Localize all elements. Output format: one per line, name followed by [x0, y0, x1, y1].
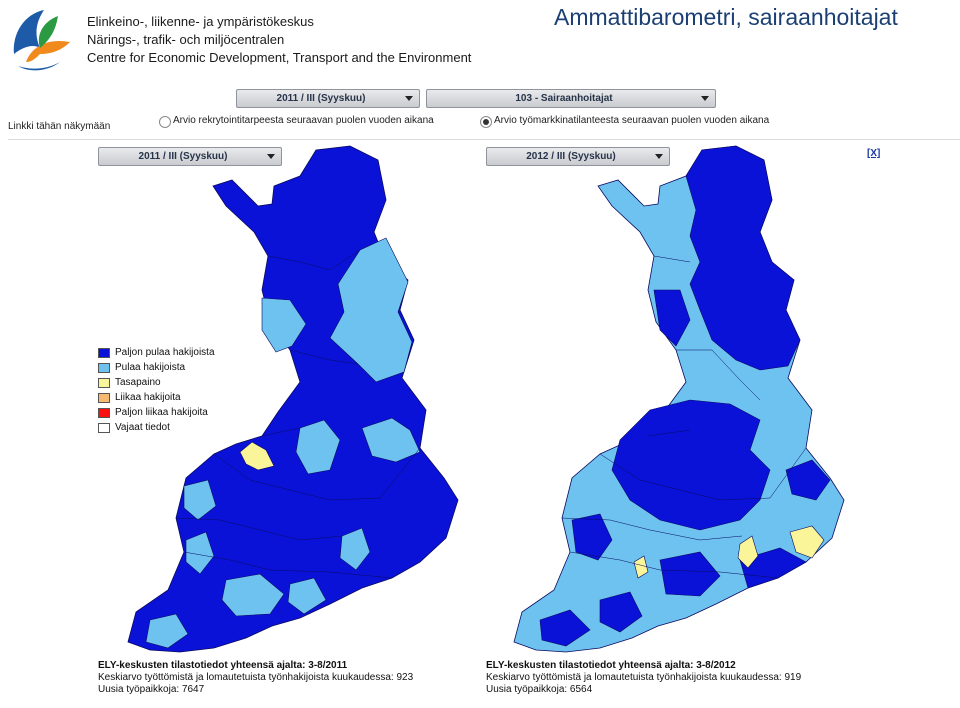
org-name-sv: Närings-, trafik- och miljöcentralen [87, 32, 285, 47]
legend-label: Paljon pulaa hakijoista [115, 347, 215, 358]
radio-recruitment-need-label: Arvio rekrytointitarpeesta seuraavan puo… [173, 115, 434, 126]
legend-label: Paljon liikaa hakijoita [115, 407, 208, 418]
occupation-select-value: 103 - Sairaanhoitajat [515, 93, 613, 104]
legend-item: Pulaa hakijoista [98, 360, 215, 375]
legend-label: Vajaat tiedot [115, 422, 170, 433]
legend-item: Vajaat tiedot [98, 420, 215, 435]
legend-swatch [98, 347, 110, 358]
legend-item: Tasapaino [98, 375, 215, 390]
stats-new-jobs: Uusia työpaikkoja: 6564 [486, 684, 593, 695]
chevron-down-icon [701, 96, 709, 101]
chevron-down-icon [405, 96, 413, 101]
map-right-period-select[interactable]: 2012 / III (Syyskuu) [486, 147, 670, 166]
legend-label: Liikaa hakijoita [115, 392, 181, 403]
stats-2011: ELY-keskusten tilastotiedot yhteensä aja… [98, 660, 413, 696]
stats-avg-jobseekers: Keskiarvo työttömistä ja lomautetuista t… [98, 672, 414, 683]
stats-avg-jobseekers: Keskiarvo työttömistä ja lomautetuista t… [486, 672, 802, 683]
occupation-select[interactable]: 103 - Sairaanhoitajat [426, 89, 716, 108]
link-to-view[interactable]: Linkki tähän näkymään [8, 121, 111, 132]
map-right-period-value: 2012 / III (Syyskuu) [526, 151, 616, 162]
ely-logo-icon [13, 10, 70, 71]
legend-swatch [98, 362, 110, 373]
org-name-en: Centre for Economic Development, Transpo… [87, 50, 472, 65]
map-2011 [127, 145, 459, 653]
radio-labour-market-label: Arvio työmarkkinatilanteesta seuraavan p… [494, 115, 770, 126]
map-2012 [513, 145, 845, 653]
radio-recruitment-need[interactable] [159, 116, 171, 128]
period-select-value: 2011 / III (Syyskuu) [276, 93, 366, 104]
map-left-period-select[interactable]: 2011 / III (Syyskuu) [98, 147, 282, 166]
stats-title: ELY-keskusten tilastotiedot yhteensä aja… [486, 660, 736, 671]
legend-item: Liikaa hakijoita [98, 390, 215, 405]
legend-item: Paljon pulaa hakijoista [98, 345, 215, 360]
period-select[interactable]: 2011 / III (Syyskuu) [236, 89, 420, 108]
page-title: Ammattibarometri, sairaanhoitajat [554, 4, 898, 30]
chevron-down-icon [267, 154, 275, 159]
map-left-period-value: 2011 / III (Syyskuu) [138, 151, 228, 162]
radio-labour-market[interactable] [480, 116, 492, 128]
stats-2012: ELY-keskusten tilastotiedot yhteensä aja… [486, 660, 801, 696]
stats-new-jobs: Uusia työpaikkoja: 7647 [98, 684, 205, 695]
legend-item: Paljon liikaa hakijoita [98, 405, 215, 420]
close-link[interactable]: [X] [867, 148, 881, 159]
legend-swatch [98, 392, 110, 403]
map-legend: Paljon pulaa hakijoista Pulaa hakijoista… [98, 345, 215, 435]
chevron-down-icon [655, 154, 663, 159]
legend-label: Tasapaino [115, 377, 161, 388]
legend-swatch [98, 407, 110, 418]
divider [8, 139, 960, 140]
legend-swatch [98, 377, 110, 388]
org-name-fi: Elinkeino-, liikenne- ja ympäristökeskus [87, 14, 314, 29]
legend-swatch [98, 422, 110, 433]
stats-title: ELY-keskusten tilastotiedot yhteensä aja… [98, 660, 348, 671]
legend-label: Pulaa hakijoista [115, 362, 186, 373]
